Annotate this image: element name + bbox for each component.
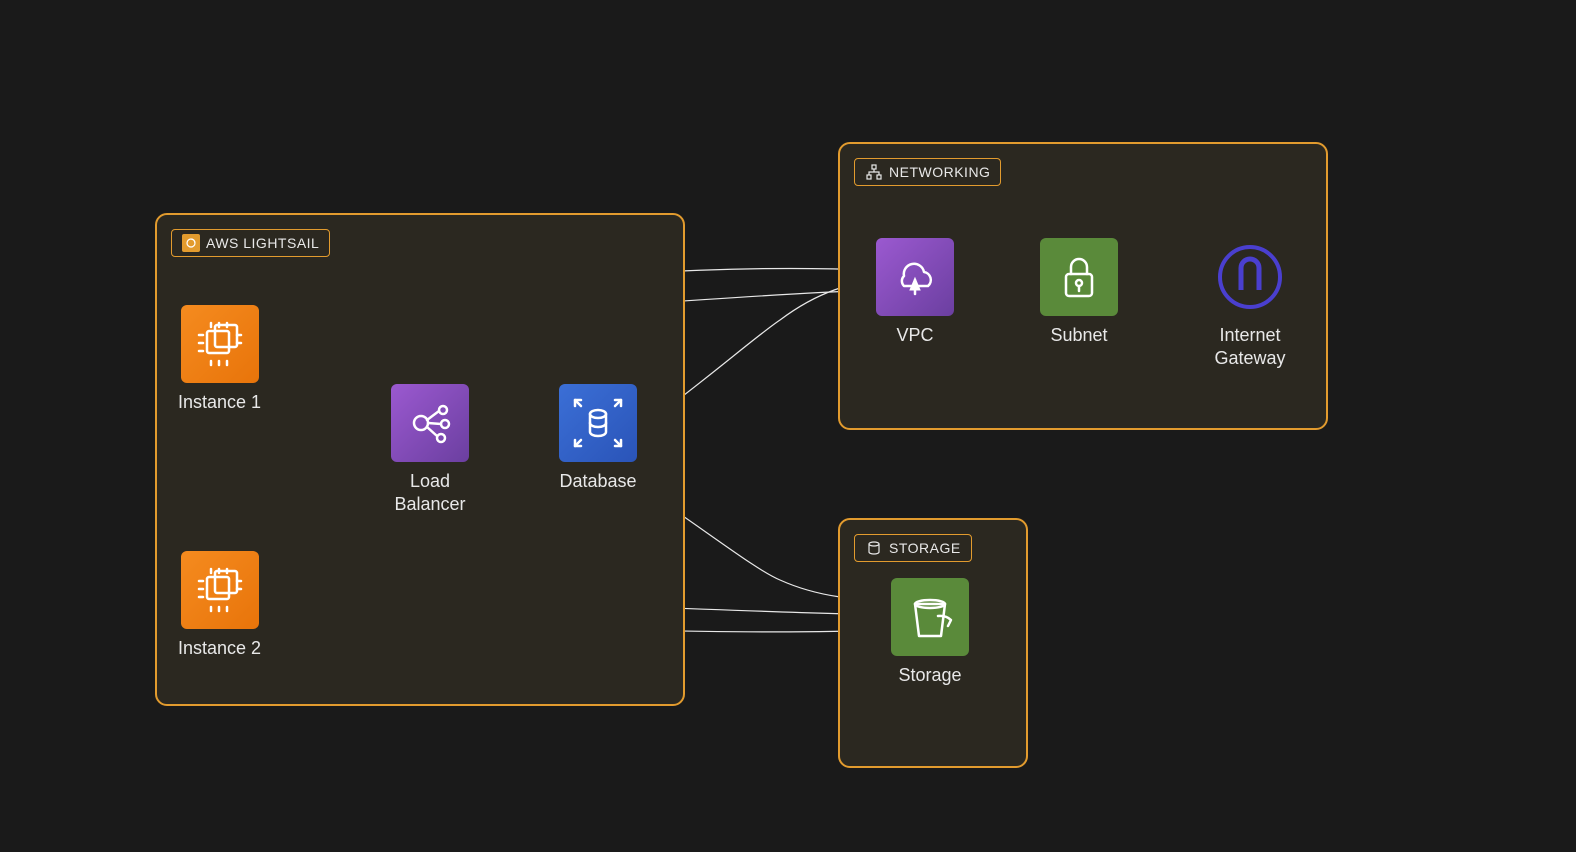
node-igw[interactable]: Internet Gateway bbox=[1200, 238, 1300, 371]
subnet-icon bbox=[1040, 238, 1118, 316]
node-label: Database bbox=[559, 470, 636, 493]
node-instance1[interactable]: Instance 1 bbox=[178, 305, 261, 414]
node-loadbalancer[interactable]: Load Balancer bbox=[380, 384, 480, 517]
container-title-text: NETWORKING bbox=[889, 164, 990, 180]
container-title-lightsail: AWS LIGHTSAIL bbox=[171, 229, 330, 257]
compute-icon bbox=[181, 551, 259, 629]
lightsail-icon bbox=[182, 234, 200, 252]
node-label: Storage bbox=[898, 664, 961, 687]
container-title-networking: NETWORKING bbox=[854, 158, 1001, 186]
node-storage[interactable]: Storage bbox=[891, 578, 969, 687]
db-icon bbox=[559, 384, 637, 462]
node-instance2[interactable]: Instance 2 bbox=[178, 551, 261, 660]
compute-icon bbox=[181, 305, 259, 383]
bucket-icon bbox=[891, 578, 969, 656]
node-label: Subnet bbox=[1050, 324, 1107, 347]
node-label: VPC bbox=[896, 324, 933, 347]
node-database[interactable]: Database bbox=[559, 384, 637, 493]
storage-icon bbox=[865, 539, 883, 557]
container-title-storage: STORAGE bbox=[854, 534, 972, 562]
lb-icon bbox=[391, 384, 469, 462]
node-label: Instance 1 bbox=[178, 391, 261, 414]
node-label: Instance 2 bbox=[178, 637, 261, 660]
vpc-icon bbox=[876, 238, 954, 316]
node-vpc[interactable]: VPC bbox=[876, 238, 954, 347]
container-title-text: STORAGE bbox=[889, 540, 961, 556]
node-subnet[interactable]: Subnet bbox=[1040, 238, 1118, 347]
igw-icon bbox=[1211, 238, 1289, 316]
container-title-text: AWS LIGHTSAIL bbox=[206, 235, 319, 251]
node-label: Internet Gateway bbox=[1200, 324, 1300, 371]
network-icon bbox=[865, 163, 883, 181]
node-label: Load Balancer bbox=[380, 470, 480, 517]
